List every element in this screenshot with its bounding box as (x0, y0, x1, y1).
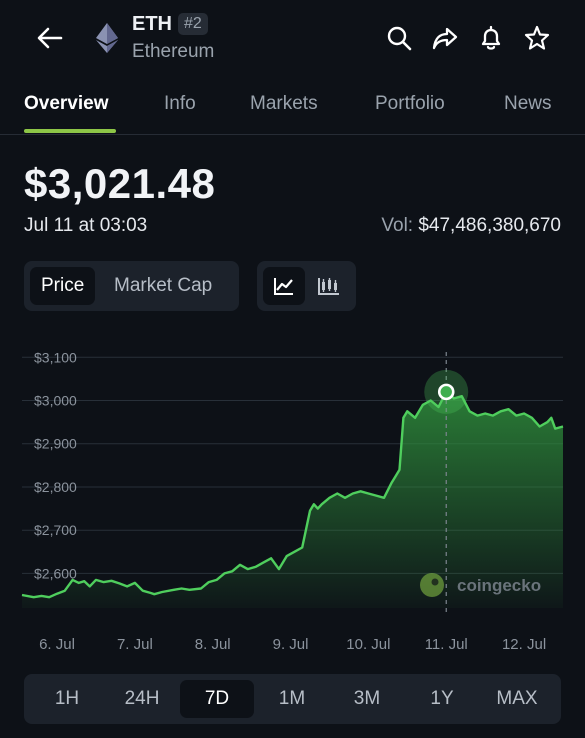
time-range-selector: 1H 24H 7D 1M 3M 1Y MAX (24, 674, 561, 724)
bell-icon[interactable] (477, 24, 505, 52)
range-max-button[interactable]: MAX (496, 688, 538, 709)
range-24h-button[interactable]: 24H (124, 688, 160, 709)
app-header: ETH #2 Ethereum (0, 0, 585, 78)
y-tick-label: $3,100 (34, 349, 77, 365)
volume-label: Vol: (381, 215, 414, 236)
line-chart-button[interactable] (263, 267, 305, 305)
y-tick-label: $2,700 (34, 522, 77, 538)
price-marketcap-toggle: Price Market Cap (24, 261, 239, 311)
coingecko-watermark: coingecko (420, 573, 541, 597)
coin-symbol: ETH (132, 13, 172, 35)
star-icon[interactable] (523, 24, 551, 52)
x-tick-label: 10. Jul (346, 636, 390, 653)
y-tick-label: $2,900 (34, 436, 77, 452)
tab-overview[interactable]: Overview (24, 93, 109, 114)
x-tick-label: 7. Jul (117, 636, 153, 653)
tab-markets[interactable]: Markets (250, 93, 318, 114)
y-tick-label: $2,600 (34, 565, 77, 581)
candlestick-icon (318, 278, 339, 295)
price-chart[interactable]: $3,100 $3,000 $2,900 $2,800 $2,700 $2,600 coi… (0, 340, 585, 658)
range-1m-button[interactable]: 1M (278, 688, 306, 709)
chart-type-toggle (257, 261, 356, 311)
highlight-point[interactable] (437, 383, 455, 401)
ethereum-logo-icon (96, 23, 118, 53)
rank-badge: #2 (178, 13, 208, 35)
range-7d-button[interactable]: 7D (180, 680, 254, 718)
y-axis-labels: $3,100 $3,000 $2,900 $2,800 $2,700 $2,600 (34, 349, 77, 581)
price-area (22, 391, 563, 608)
x-tick-label: 11. Jul (425, 636, 468, 653)
back-arrow-icon[interactable] (34, 22, 66, 54)
coin-name: Ethereum (132, 41, 215, 62)
tab-portfolio[interactable]: Portfolio (375, 93, 445, 114)
search-icon[interactable] (385, 24, 413, 52)
x-tick-label: 8. Jul (195, 636, 231, 653)
active-tab-indicator (24, 129, 116, 133)
price-toggle-button[interactable]: Price (30, 267, 96, 305)
x-axis-labels: 6. Jul 7. Jul 8. Jul 9. Jul 10. Jul 11. Jul 12… (39, 636, 546, 653)
range-1y-button[interactable]: 1Y (430, 688, 454, 709)
market-cap-toggle-button[interactable]: Market Cap (114, 275, 213, 296)
y-tick-label: $2,800 (34, 479, 77, 495)
line-chart-icon (274, 278, 293, 295)
volume: Vol: $47,486,380,670 (381, 215, 561, 237)
candlestick-chart-button[interactable] (308, 267, 350, 305)
volume-value: $47,486,380,670 (418, 215, 561, 236)
x-tick-label: 6. Jul (39, 636, 75, 653)
x-tick-label: 12. Jul (502, 636, 546, 653)
price-timestamp: Jul 11 at 03:03 (24, 215, 148, 236)
tab-bar: Overview Info Markets Portfolio News (0, 88, 585, 135)
range-1h-button[interactable]: 1H (54, 688, 80, 709)
x-tick-label: 9. Jul (273, 636, 309, 653)
range-3m-button[interactable]: 3M (353, 688, 381, 709)
price-line (21, 390, 564, 599)
tab-news[interactable]: News (504, 93, 552, 114)
tab-info[interactable]: Info (164, 93, 196, 114)
y-tick-label: $3,000 (34, 393, 77, 409)
watermark-text: coingecko (457, 576, 541, 595)
share-icon[interactable] (431, 24, 459, 52)
current-price: $3,021.48 (24, 160, 216, 207)
